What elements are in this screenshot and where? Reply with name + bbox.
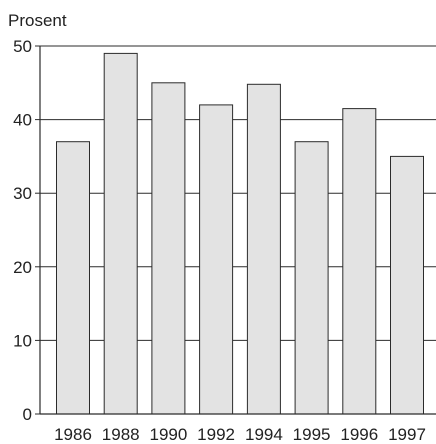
bar-1994	[246, 83, 281, 415]
y-axis-label: Prosent	[8, 11, 67, 30]
bar-1988	[103, 52, 138, 415]
x-tick-label-1996: 1996	[340, 425, 378, 444]
y-tick-label-0: 0	[23, 405, 32, 424]
y-tick-label-30: 30	[13, 184, 32, 203]
x-tick-label-1997: 1997	[388, 425, 426, 444]
bar-1986	[56, 141, 90, 415]
bars	[56, 52, 424, 415]
x-tick-label-1988: 1988	[102, 425, 140, 444]
x-tick-label-1994: 1994	[245, 425, 283, 444]
gridlines	[40, 45, 436, 341]
bar-1996	[342, 108, 377, 415]
bar-1990	[151, 82, 186, 415]
axes	[35, 45, 436, 415]
y-tick-label-10: 10	[13, 331, 32, 350]
y-tick-label-40: 40	[13, 111, 32, 130]
x-tick-label-1986: 1986	[54, 425, 92, 444]
y-tick-label-50: 50	[13, 37, 32, 56]
x-tick-label-1990: 1990	[149, 425, 187, 444]
tick-labels: 1986 1988 1990 1992 1994 1995 1996 1997 0 10 20 30 4…	[13, 37, 426, 444]
y-tick-label-20: 20	[13, 258, 32, 277]
bar-1995	[294, 141, 329, 415]
x-tick-label-1995: 1995	[293, 425, 331, 444]
bar-1992	[199, 104, 234, 415]
x-tick-label-1992: 1992	[197, 425, 235, 444]
bar-1997	[390, 155, 424, 415]
